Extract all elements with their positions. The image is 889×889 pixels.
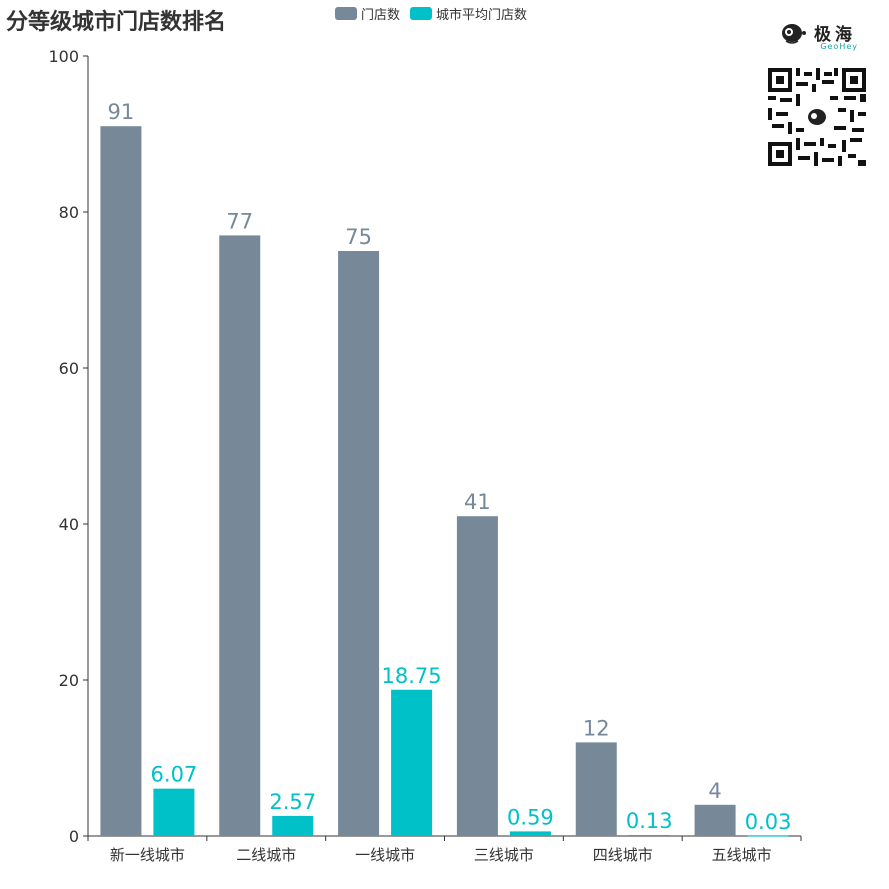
bar-avg-store-count[interactable] — [628, 834, 670, 836]
bar-avg-store-count[interactable] — [391, 689, 433, 836]
x-tick-label: 三线城市 — [474, 846, 534, 864]
bar-store-count[interactable] — [575, 742, 617, 836]
bar-avg-store-count[interactable] — [747, 835, 789, 837]
legend-label-store-count: 门店数 — [361, 8, 401, 23]
data-label-store-count: 41 — [464, 490, 491, 514]
data-label-avg-store-count: 0.59 — [507, 805, 554, 829]
y-tick-label: 0 — [69, 827, 79, 846]
bar-avg-store-count[interactable] — [153, 788, 195, 836]
bar-store-count[interactable] — [694, 804, 736, 836]
brand-logo-block: 极海 GeoHey — [768, 20, 868, 51]
bar-store-count[interactable] — [338, 251, 380, 836]
x-tick-label: 四线城市 — [593, 846, 653, 864]
qr-code-icon — [768, 68, 866, 166]
legend-item-store-count[interactable]: 门店数 — [335, 4, 400, 23]
bar-avg-store-count[interactable] — [509, 831, 551, 836]
x-tick-label: 一线城市 — [355, 846, 415, 864]
legend-swatch-avg-store-count — [410, 7, 433, 20]
data-label-store-count: 4 — [708, 779, 721, 803]
brand-subtitle: GeoHey — [820, 42, 858, 51]
bar-store-count[interactable] — [219, 235, 261, 836]
data-label-store-count: 75 — [345, 225, 372, 249]
y-tick-label: 100 — [48, 47, 79, 66]
brand-name: 极海 — [814, 25, 856, 45]
legend-label-avg-store-count: 城市平均门店数 — [436, 8, 528, 23]
x-tick-label: 二线城市 — [236, 846, 296, 864]
data-label-avg-store-count: 18.75 — [382, 664, 442, 688]
data-label-store-count: 77 — [226, 209, 253, 233]
dog-logo-icon — [782, 23, 806, 44]
data-label-store-count: 12 — [583, 716, 610, 740]
y-tick-label: 40 — [59, 515, 79, 534]
bar-store-count[interactable] — [100, 126, 142, 836]
x-tick-label: 五线城市 — [712, 846, 772, 864]
legend-swatch-store-count — [335, 7, 357, 20]
legend: 门店数 城市平均门店数 — [335, 4, 527, 23]
data-label-avg-store-count: 2.57 — [269, 790, 316, 814]
bar-avg-store-count[interactable] — [272, 815, 314, 836]
data-label-avg-store-count: 0.03 — [745, 810, 792, 834]
chart-title: 分等级城市门店数排名 — [6, 10, 227, 35]
y-tick-label: 60 — [59, 359, 79, 378]
y-tick-label: 80 — [59, 203, 79, 222]
x-tick-label: 新一线城市 — [110, 846, 185, 864]
data-label-avg-store-count: 6.07 — [151, 763, 198, 787]
legend-item-avg-store-count[interactable]: 城市平均门店数 — [410, 4, 527, 23]
data-label-store-count: 91 — [108, 100, 135, 124]
bar-store-count[interactable] — [456, 516, 498, 836]
data-label-avg-store-count: 0.13 — [626, 809, 673, 833]
y-tick-label: 20 — [59, 671, 79, 690]
